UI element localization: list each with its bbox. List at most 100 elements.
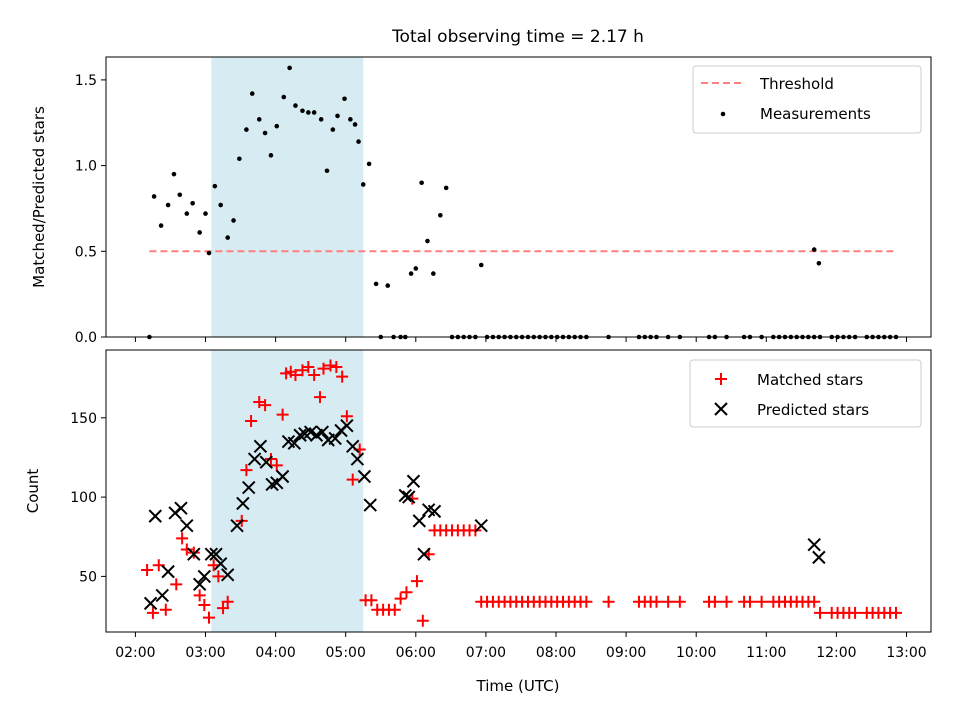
matched-star-point (808, 595, 821, 608)
measurement-point (356, 139, 361, 144)
measurement-point (171, 171, 177, 177)
matched-star-point (198, 598, 211, 611)
measurement-point (324, 168, 330, 174)
measurement-point (203, 211, 208, 216)
predicted-star-point (357, 469, 372, 484)
bottom-x-tick-label: 11:00 (746, 645, 786, 661)
matched-star-point (340, 410, 353, 423)
top-panel: 0.0 0.5 1.0 1.5 Matched/Predicted stars Thr… (30, 56, 932, 346)
measurement-point (425, 238, 430, 244)
measurement-point (816, 260, 822, 266)
measurement-point (366, 161, 372, 167)
predicted-star-point (346, 439, 360, 454)
predicted-star-point (236, 496, 250, 511)
measurement-point (165, 202, 171, 208)
bottom-y-axis-label: Count (24, 469, 42, 514)
top-y-tick-label: 0.0 (75, 330, 97, 346)
matched-star-point (276, 408, 289, 421)
predicted-star-point (293, 428, 307, 442)
measurement-point (249, 91, 255, 96)
measurement-point (413, 266, 419, 271)
predicted-star-point (363, 498, 377, 512)
bottom-x-tick-label: 08:00 (536, 645, 576, 661)
measurement-point (158, 223, 164, 228)
predicted-star-point (242, 480, 256, 495)
matched-star-point (336, 370, 349, 383)
measurement-point (311, 110, 317, 115)
matched-star-point (221, 595, 234, 608)
measurement-point (348, 117, 353, 122)
measurement-point (151, 194, 157, 199)
bottom-legend-box (689, 359, 922, 428)
predicted-star-point (402, 490, 416, 504)
predicted-star-point (197, 569, 212, 584)
measurement-point (231, 218, 236, 223)
bottom-x-tick-label: 06:00 (396, 645, 436, 661)
predicted-star-point (187, 547, 201, 561)
measurement-point (212, 183, 218, 189)
predicted-star-point (417, 547, 431, 561)
predicted-star-point (220, 568, 235, 582)
matched-star-point (264, 453, 277, 466)
matched-star-point (313, 391, 326, 404)
bottom-x-tick-label: 13:00 (886, 645, 926, 661)
bottom-x-tick-label: 05:00 (326, 645, 366, 661)
measurement-point (206, 250, 212, 256)
matched-star-point (212, 570, 225, 583)
bottom-panel: 50 100 150 02:00 03:00 04:00 05:00 06:00 07:00 08… (24, 349, 932, 695)
predicted-star-point (340, 419, 354, 433)
bottom-shaded-interval (211, 350, 364, 632)
matched-star-point (170, 578, 183, 591)
matched-stars-series (141, 359, 902, 627)
predicted-star-point (155, 588, 169, 603)
bottom-x-tick-label: 09:00 (606, 645, 646, 661)
measurement-point (268, 153, 274, 158)
predicted-star-point (209, 547, 223, 561)
top-legend: Threshold Measurements (692, 65, 922, 134)
matched-star-point (662, 595, 675, 608)
predicted-star-point (315, 425, 330, 439)
matched-star-point (270, 459, 283, 472)
measurement-point (237, 156, 242, 162)
measurement-point (443, 185, 449, 191)
matched-star-point (308, 368, 321, 381)
legend-measurements-swatch (720, 111, 726, 117)
predicted-star-point (230, 518, 244, 533)
measurement-point (306, 110, 311, 115)
chart-title: Total observing time = 2.17 h (391, 27, 644, 47)
matched-star-point (146, 606, 159, 619)
measurement-point (811, 247, 817, 252)
measurement-point (218, 202, 223, 208)
predicted-star-point (161, 564, 175, 579)
legend-matched-swatch (715, 373, 727, 385)
predicted-star-point (143, 596, 158, 611)
top-y-tick-label: 1.5 (75, 73, 97, 89)
matched-star-point (673, 595, 686, 608)
measurement-point (438, 213, 443, 218)
matched-star-point (317, 362, 330, 375)
legend-measurements-label: Measurements (760, 105, 871, 123)
bottom-x-tick-label: 03:00 (185, 645, 225, 661)
matched-star-point (849, 606, 862, 619)
predicted-star-point (265, 477, 279, 492)
matched-star-point (580, 595, 593, 608)
x-axis-label: Time (UTC) (476, 677, 560, 695)
measurement-point (419, 180, 424, 186)
measurement-point (256, 117, 262, 122)
predicted-star-point (275, 469, 290, 484)
predicted-star-point (350, 452, 365, 466)
measurement-point (431, 271, 436, 276)
measurement-point (293, 103, 298, 108)
predicted-star-point (328, 431, 342, 446)
measurement-point (274, 123, 280, 129)
matched-star-point (240, 464, 253, 477)
matched-star-point (650, 595, 663, 608)
matched-star-point (302, 361, 315, 374)
predicted-star-point (812, 550, 826, 565)
bottom-x-tick-label: 04:00 (255, 645, 295, 661)
matched-star-point (365, 594, 378, 607)
measurement-point (184, 211, 190, 216)
measurement-point (287, 65, 292, 71)
matched-star-point (207, 559, 220, 572)
